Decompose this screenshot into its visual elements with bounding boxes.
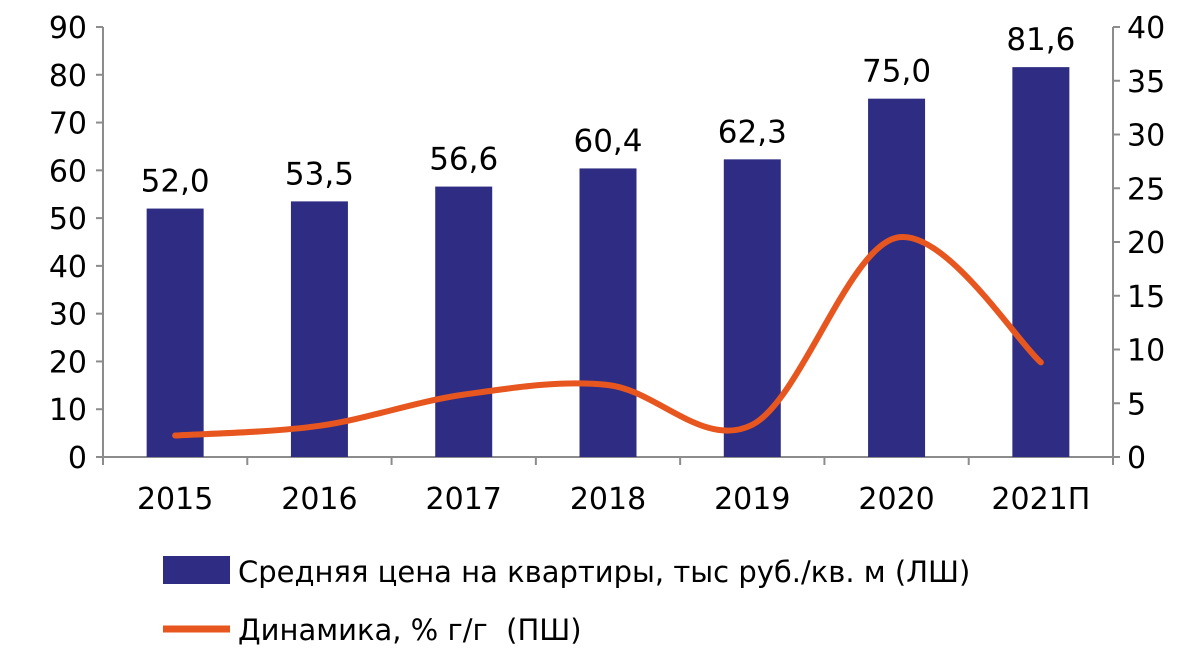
left-y-axis: 0 10 20 30 40 50 60 70 80 90 bbox=[49, 11, 104, 476]
line-series bbox=[172, 234, 1044, 439]
bar-data-label: 60,4 bbox=[573, 123, 642, 159]
bar bbox=[435, 186, 493, 458]
right-tick-label: 40 bbox=[1127, 11, 1165, 46]
line-point bbox=[175, 435, 176, 436]
left-tick-label: 10 bbox=[49, 393, 87, 428]
line-point bbox=[1040, 362, 1041, 363]
legend: Средняя цена на квартиры, тыс руб./кв. м… bbox=[163, 555, 970, 647]
bar bbox=[579, 168, 637, 457]
right-tick-label: 25 bbox=[1127, 172, 1165, 207]
left-tick-label: 30 bbox=[49, 298, 87, 333]
left-tick-label: 60 bbox=[49, 154, 87, 189]
right-tick-label: 30 bbox=[1127, 119, 1165, 154]
bar-data-label: 56,6 bbox=[429, 142, 498, 178]
bar-data-labels: 52,0 53,5 56,6 60,4 62,3 75,0 81,6 bbox=[141, 22, 1076, 199]
x-axis: 2015 2016 2017 2018 2019 2020 2021П bbox=[102, 456, 1114, 517]
bar-data-label: 52,0 bbox=[141, 164, 210, 200]
bar bbox=[146, 208, 204, 457]
legend-label-line: Динамика, % г/г (ПШ) bbox=[238, 613, 582, 647]
right-tick-label: 5 bbox=[1127, 387, 1146, 422]
left-tick-label: 70 bbox=[49, 107, 87, 142]
bar bbox=[868, 98, 926, 458]
line-point bbox=[608, 384, 609, 385]
x-tick-label: 2015 bbox=[137, 482, 213, 517]
x-tick-label: 2017 bbox=[426, 482, 502, 517]
bar-data-label: 75,0 bbox=[862, 54, 931, 90]
left-tick-label: 20 bbox=[49, 345, 87, 380]
left-tick-label: 40 bbox=[49, 250, 87, 285]
x-tick-label: 2018 bbox=[570, 482, 646, 517]
right-tick-label: 20 bbox=[1127, 226, 1165, 261]
bar-data-label: 53,5 bbox=[285, 156, 354, 192]
bar bbox=[290, 201, 348, 457]
left-tick-label: 0 bbox=[68, 441, 87, 476]
line-path bbox=[172, 234, 1044, 439]
line-point bbox=[319, 425, 320, 426]
x-tick-label: 2019 bbox=[714, 482, 790, 517]
left-tick-label: 90 bbox=[49, 11, 87, 46]
x-tick-label: 2020 bbox=[858, 482, 934, 517]
right-y-axis: 0 5 10 15 20 25 30 35 40 bbox=[1112, 11, 1165, 476]
right-tick-label: 15 bbox=[1127, 280, 1165, 315]
right-tick-label: 35 bbox=[1127, 65, 1165, 100]
legend-label-bar: Средняя цена на квартиры, тыс руб./кв. м… bbox=[238, 555, 970, 589]
line-point bbox=[463, 394, 464, 395]
right-tick-label: 0 bbox=[1127, 441, 1146, 476]
bar-data-label: 81,6 bbox=[1006, 22, 1075, 58]
x-tick-label: 2016 bbox=[281, 482, 357, 517]
legend-swatch-bar bbox=[163, 556, 230, 584]
bar-data-label: 62,3 bbox=[718, 114, 787, 150]
line-point bbox=[896, 237, 897, 238]
right-tick-label: 10 bbox=[1127, 334, 1165, 369]
left-tick-label: 80 bbox=[49, 59, 87, 94]
bar bbox=[1012, 67, 1070, 457]
line-point bbox=[752, 424, 753, 425]
left-tick-label: 50 bbox=[49, 202, 87, 237]
x-tick-label: 2021П bbox=[991, 482, 1090, 517]
